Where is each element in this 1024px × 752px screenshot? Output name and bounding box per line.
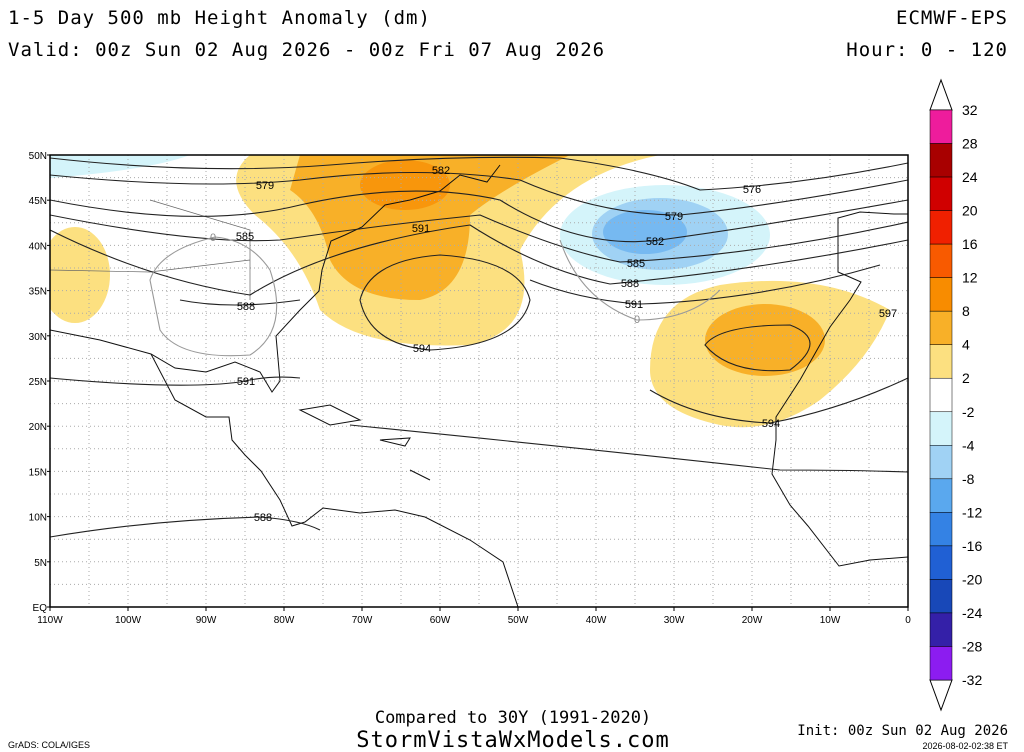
lat-label: EQ (33, 603, 48, 614)
colorbar-label: 4 (962, 337, 970, 353)
contour-label: 594 (413, 343, 431, 355)
colorbar-label: -2 (962, 404, 975, 420)
coastlines (50, 164, 908, 607)
colorbar-swatch (929, 545, 953, 580)
site: StormVistaWxModels.com (356, 728, 669, 752)
software: GrADS: COLA/IGES (8, 740, 90, 750)
lon-label: 70W (352, 615, 373, 626)
lat-label: 10N (29, 513, 47, 524)
lon-label: 80W (274, 615, 295, 626)
lat-label: 25N (29, 377, 47, 388)
anomaly-fills (50, 155, 890, 428)
grid (50, 155, 908, 607)
contour-label: 0 (634, 314, 640, 326)
contour-label: 588 (254, 512, 272, 524)
lon-label: 50W (508, 615, 529, 626)
contour-label: 582 (646, 236, 664, 248)
colorbar-label: -24 (962, 605, 982, 621)
lon-label: 20W (742, 615, 763, 626)
colorbar-label: 2 (962, 370, 970, 386)
lon-label: 30W (664, 615, 685, 626)
contour-label: 582 (432, 165, 450, 177)
lon-label: 100W (115, 615, 142, 626)
contour-label: 597 (879, 308, 897, 320)
colorbar-swatch (929, 277, 953, 312)
colorbar-label: 8 (962, 303, 970, 319)
contour-label: 594 (762, 418, 780, 430)
lat-label: 45N (29, 196, 47, 207)
colorbar-swatch (929, 210, 953, 245)
hour-range: Hour: 0 - 120 (846, 39, 1008, 61)
colorbar-label: 20 (962, 203, 978, 219)
colorbar-label: 12 (962, 270, 978, 286)
valid-time: Valid: 00z Sun 02 Aug 2026 - 00z Fri 07 … (8, 39, 605, 61)
colorbar-swatch (929, 109, 953, 144)
init-time: Init: 00z Sun 02 Aug 2026 (797, 723, 1008, 739)
lon-label: 40W (586, 615, 607, 626)
lat-label: 20N (29, 422, 47, 433)
colorbar-label: -4 (962, 437, 975, 453)
lon-label: 0 (905, 615, 911, 626)
timestamp: 2026-08-02-02:38 ET (922, 741, 1008, 751)
lat-label: 40N (29, 241, 47, 252)
contour-label: 591 (625, 299, 643, 311)
colorbar-label: -20 (962, 571, 982, 587)
colorbar-swatch (929, 478, 953, 513)
map: 579 582 576 579 585 591 582 585 588 588 … (50, 155, 908, 607)
colorbar-swatch (929, 411, 953, 446)
model: ECMWF-EPS (896, 7, 1008, 29)
lon-label: 60W (430, 615, 451, 626)
lon-label: 110W (37, 615, 63, 626)
contour-label: 579 (665, 211, 683, 223)
lon-label: 90W (196, 615, 217, 626)
colorbar-label: -32 (962, 672, 982, 688)
colorbar-label: 16 (962, 236, 978, 252)
colorbar-swatch (929, 445, 953, 480)
colorbar: 32 28 24 20 16 12 8 4 2 -2 -4 -8 -12 -16 -20 -24 -28 -32 (929, 78, 982, 712)
contours (50, 156, 908, 538)
colorbar-bottom (929, 679, 953, 712)
lat-label: 5N (34, 558, 47, 569)
title: 1-5 Day 500 mb Height Anomaly (dm) (8, 7, 431, 29)
contour-label: 591 (412, 223, 430, 235)
colorbar-swatch (929, 377, 953, 413)
colorbar-swatch (929, 310, 953, 345)
contour-label: 579 (256, 180, 274, 192)
contour-label: 588 (237, 301, 255, 313)
contour-label: 585 (236, 231, 254, 243)
colorbar-swatch (929, 612, 953, 647)
colorbar-swatch (929, 344, 953, 379)
lat-label: 15N (29, 467, 47, 478)
contour-label: 591 (237, 376, 255, 388)
contour-label: 588 (621, 278, 639, 290)
colorbar-swatch (929, 176, 953, 211)
colorbar-label: -12 (962, 504, 982, 520)
colorbar-label: -8 (962, 471, 975, 487)
contour-label: 576 (743, 184, 761, 196)
contour-labels: 579 582 576 579 585 591 582 585 588 588 … (210, 165, 897, 524)
colorbar-label: -16 (962, 538, 982, 554)
lat-label: 50N (29, 151, 47, 162)
colorbar-label: 28 (962, 136, 978, 152)
colorbar-label: 32 (962, 102, 978, 118)
colorbar-label: -28 (962, 638, 982, 654)
colorbar-label: 24 (962, 169, 978, 185)
lat-label: 30N (29, 332, 47, 343)
colorbar-top (929, 78, 953, 111)
colorbar-swatch (929, 646, 953, 681)
lon-label: 10W (820, 615, 841, 626)
lat-label: 35N (29, 287, 47, 298)
colorbar-swatch (929, 243, 953, 278)
comparison-note: Compared to 30Y (1991-2020) (375, 708, 651, 728)
contour-label: 0 (210, 232, 216, 244)
contour-label: 585 (627, 258, 645, 270)
colorbar-swatch (929, 512, 953, 547)
colorbar-swatch (929, 579, 953, 614)
colorbar-swatch (929, 143, 953, 178)
